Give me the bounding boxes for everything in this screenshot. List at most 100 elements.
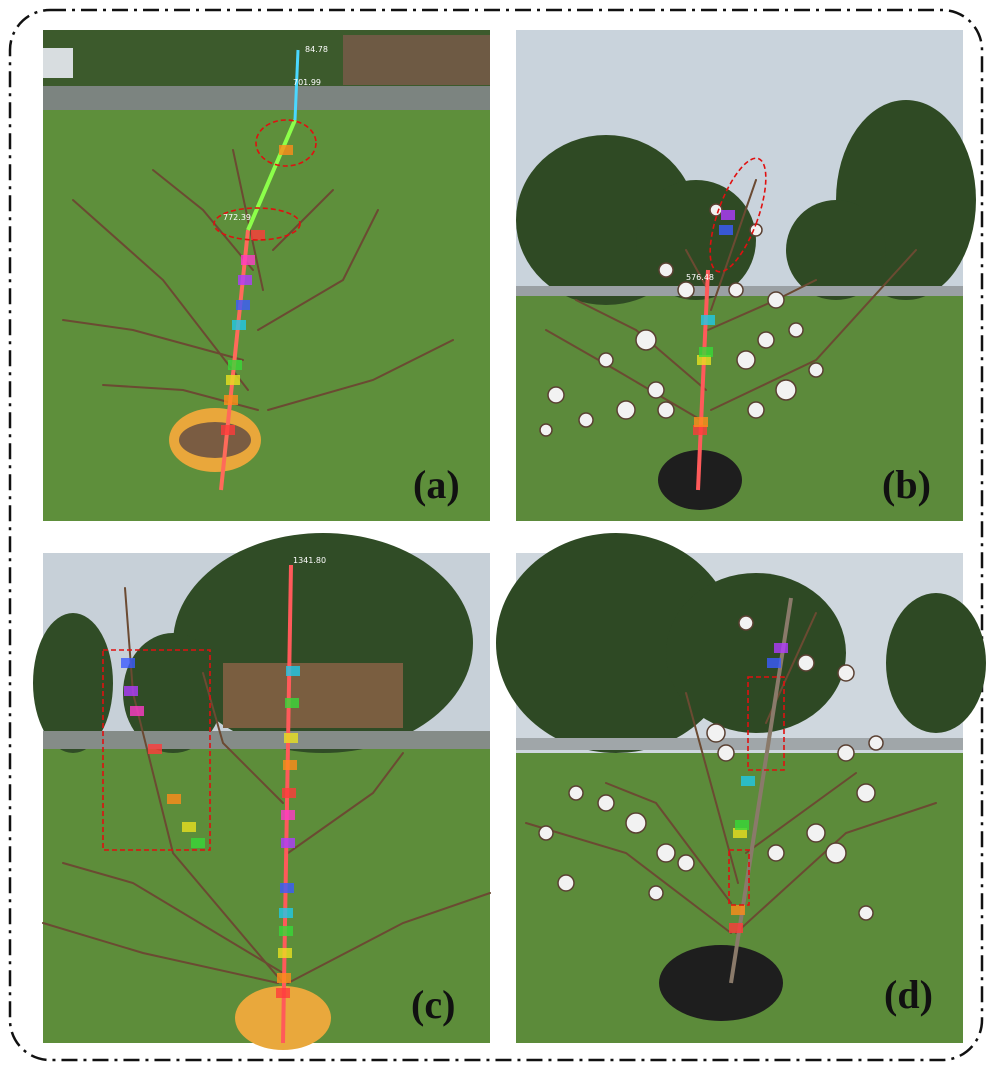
cotton-boll <box>657 844 675 862</box>
annotation: 1341.80 <box>293 556 326 565</box>
cotton-boll <box>729 283 743 297</box>
pot <box>659 945 783 1021</box>
keypoint-marker <box>741 776 755 786</box>
cotton-boll <box>838 665 854 681</box>
keypoint-marker <box>232 320 246 330</box>
wall <box>43 86 490 110</box>
cotton-boll <box>768 292 784 308</box>
keypoint-marker <box>277 973 291 983</box>
panel-b: 576.48 (b) <box>516 30 976 521</box>
panel-label: (a) <box>413 462 460 507</box>
cotton-boll <box>807 824 825 842</box>
cotton-boll <box>599 353 613 367</box>
cotton-boll <box>617 401 635 419</box>
keypoint-marker <box>148 744 162 754</box>
keypoint-marker <box>701 315 715 325</box>
keypoint-marker <box>224 395 238 405</box>
cotton-boll <box>659 263 673 277</box>
panel-a: 84.78 701.99 772.39 (a) <box>43 30 490 521</box>
annotation: 772.39 <box>223 213 251 222</box>
cotton-boll <box>826 843 846 863</box>
cotton-boll <box>758 332 774 348</box>
cotton-boll <box>678 855 694 871</box>
cotton-boll <box>838 745 854 761</box>
keypoint-marker <box>286 666 300 676</box>
keypoint-marker <box>182 822 196 832</box>
cotton-boll <box>789 323 803 337</box>
page: 84.78 701.99 772.39 (a) 576.48 (b) <box>0 0 987 1066</box>
keypoint-marker <box>221 425 235 435</box>
cotton-boll <box>809 363 823 377</box>
cotton-boll <box>649 886 663 900</box>
cotton-boll <box>539 826 553 840</box>
annotation: 576.48 <box>686 273 714 282</box>
cotton-boll <box>579 413 593 427</box>
figure: 84.78 701.99 772.39 (a) 576.48 (b) <box>0 0 987 1066</box>
cotton-boll <box>598 795 614 811</box>
keypoint-marker <box>279 908 293 918</box>
building <box>343 35 490 85</box>
keypoint-marker <box>121 658 135 668</box>
keypoint-marker <box>281 810 295 820</box>
keypoint-marker <box>735 820 749 830</box>
cotton-boll <box>626 813 646 833</box>
keypoint-marker <box>236 300 250 310</box>
cotton-boll <box>768 845 784 861</box>
cotton-boll <box>540 424 552 436</box>
keypoint-marker <box>283 760 297 770</box>
keypoint-marker <box>767 658 781 668</box>
vehicle <box>43 48 73 78</box>
keypoint-marker <box>276 988 290 998</box>
cotton-boll <box>857 784 875 802</box>
keypoint-marker <box>228 360 242 370</box>
keypoint-marker <box>280 883 294 893</box>
cotton-boll <box>569 786 583 800</box>
keypoint-marker <box>278 948 292 958</box>
keypoint-marker <box>191 838 205 848</box>
keypoint-marker <box>124 686 138 696</box>
cotton-boll <box>859 906 873 920</box>
cotton-boll <box>658 402 674 418</box>
keypoint-marker <box>719 225 733 235</box>
cotton-boll <box>648 382 664 398</box>
wall <box>43 731 490 749</box>
cotton-boll <box>739 616 753 630</box>
keypoint-marker <box>279 926 293 936</box>
keypoint-marker <box>281 838 295 848</box>
keypoint-marker <box>238 275 252 285</box>
keypoint-marker <box>226 375 240 385</box>
keypoint-marker <box>241 255 255 265</box>
keypoint-marker <box>279 145 293 155</box>
cotton-boll <box>776 380 796 400</box>
cotton-boll <box>869 736 883 750</box>
keypoint-marker <box>285 698 299 708</box>
keypoint-marker <box>699 347 713 357</box>
cotton-boll <box>748 402 764 418</box>
keypoint-marker <box>721 210 735 220</box>
keypoint-marker <box>130 706 144 716</box>
cotton-boll <box>737 351 755 369</box>
cotton-boll <box>678 282 694 298</box>
panel-label: (d) <box>884 972 933 1017</box>
cotton-boll <box>707 724 725 742</box>
soil <box>179 422 251 458</box>
cotton-boll <box>636 330 656 350</box>
keypoint-marker <box>729 923 743 933</box>
keypoint-marker <box>774 643 788 653</box>
cotton-boll <box>798 655 814 671</box>
panel-c: 1341.80 (c) <box>33 533 490 1050</box>
panel-label: (c) <box>411 982 455 1027</box>
keypoint-marker <box>694 417 708 427</box>
keypoint-marker <box>251 230 265 240</box>
annotation: 701.99 <box>293 78 321 87</box>
keypoint-marker <box>284 733 298 743</box>
keypoint-marker <box>282 788 296 798</box>
wall <box>516 738 963 750</box>
panel-d: (d) <box>496 533 986 1043</box>
building <box>223 663 403 728</box>
panel-label: (b) <box>882 462 931 507</box>
cotton-boll <box>548 387 564 403</box>
annotation: 84.78 <box>305 45 328 54</box>
keypoint-marker <box>167 794 181 804</box>
cotton-boll <box>718 745 734 761</box>
